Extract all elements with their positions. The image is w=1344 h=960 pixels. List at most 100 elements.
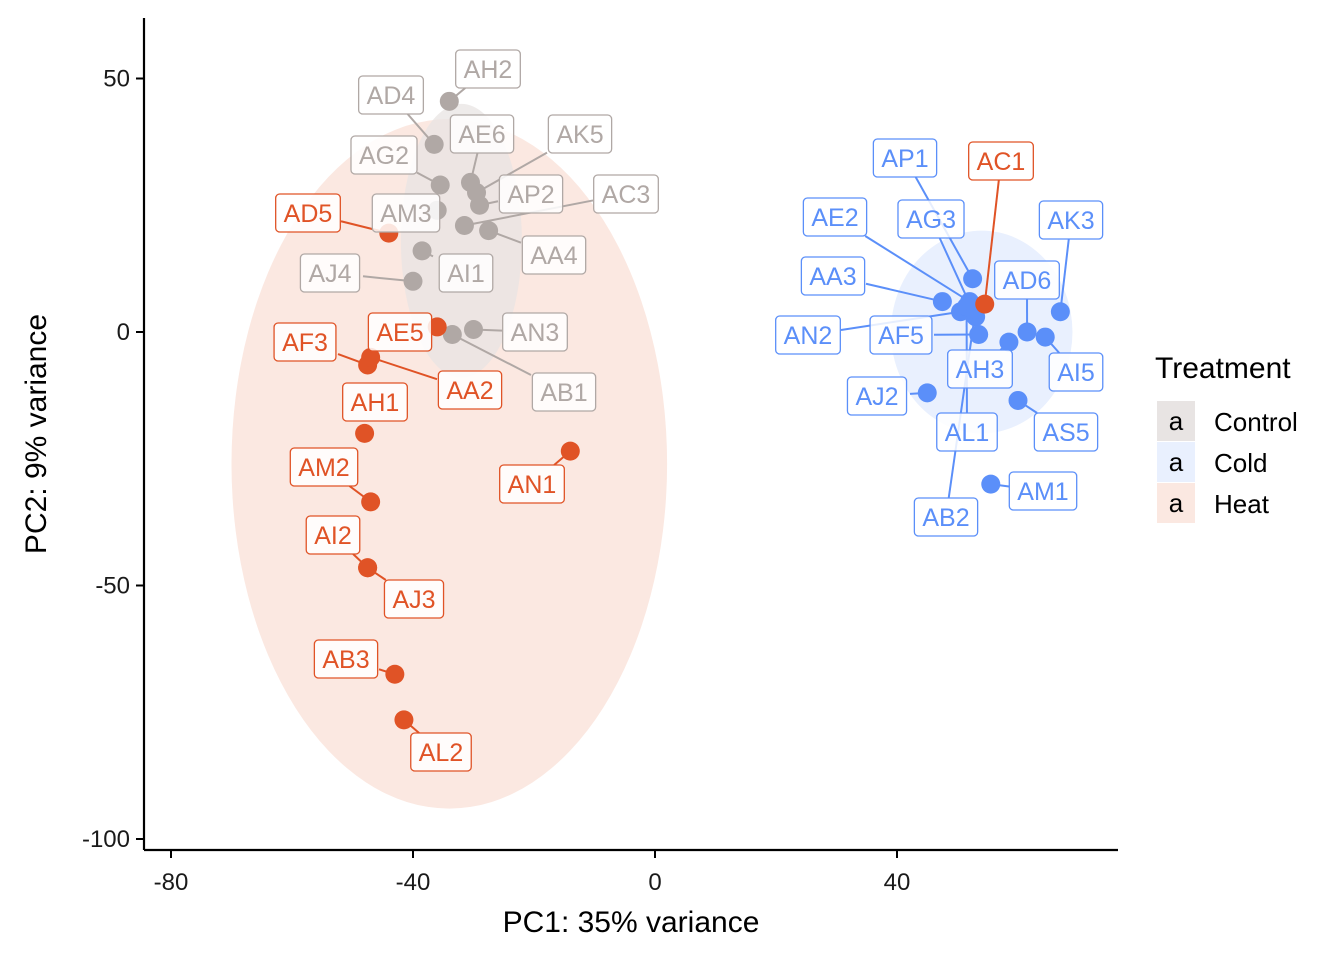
point-label-box [455, 49, 521, 89]
point-label-ap2: AP2 [498, 174, 564, 214]
point-label-text: AD6 [1003, 267, 1052, 295]
ellipse-control [400, 103, 522, 378]
point-label-box [437, 370, 503, 410]
point-label-box [299, 253, 361, 293]
point-label-ag2: AG2 [350, 135, 418, 175]
point-label-box [273, 322, 337, 362]
legend-key-glyph: a [1169, 488, 1184, 518]
x-tick-label: 0 [648, 869, 661, 896]
point-label-text: AG2 [359, 142, 409, 170]
point-label-text: AI5 [1057, 359, 1095, 387]
point-ab3 [385, 664, 405, 684]
point-label-box [289, 447, 359, 487]
point-label-ae2: AE2 [802, 197, 868, 237]
point-label-ac1: AC1 [968, 141, 1034, 181]
point-label-text: AB2 [922, 504, 969, 532]
point-label-text: AD4 [367, 82, 416, 110]
point-aa2 [361, 347, 381, 367]
point-label-box [305, 515, 361, 555]
point-label-box [547, 114, 613, 154]
point-label-text: AJ4 [308, 260, 351, 288]
point-label-ak5: AK5 [547, 114, 613, 154]
point-label-ah2: AH2 [455, 49, 521, 89]
point-ai1 [412, 241, 432, 261]
point-ad4 [424, 134, 444, 154]
point-label-text: AA3 [809, 263, 856, 291]
x-tick-label: -80 [154, 869, 189, 896]
point-label-box [802, 197, 868, 237]
x-tick-label: -40 [396, 869, 431, 896]
point-ag2 [430, 175, 450, 195]
point-label-ab1: AB1 [531, 372, 597, 412]
point-label-text: AI1 [447, 260, 485, 288]
point-af5 [969, 325, 989, 345]
leader-line-ab2 [947, 309, 977, 499]
point-label-text: AM2 [298, 454, 349, 482]
point-label-text: AK5 [556, 121, 603, 149]
point-label-box [936, 412, 998, 452]
point-label-ae6: AE6 [449, 114, 515, 154]
point-label-as5: AS5 [1033, 412, 1099, 452]
legend-label: Heat [1214, 489, 1270, 519]
point-label-text: AE5 [376, 319, 423, 347]
point-label-ai2: AI2 [305, 515, 361, 555]
point-label-box [968, 141, 1034, 181]
point-label-aa3: AA3 [800, 256, 866, 296]
point-label-box [275, 193, 341, 233]
point-label-box [371, 193, 441, 233]
point-label-text: AP2 [507, 181, 554, 209]
point-label-aj4: AJ4 [299, 253, 361, 293]
point-label-ad4: AD4 [357, 75, 425, 115]
point-ah1 [355, 423, 375, 443]
point-label-box [502, 312, 568, 352]
point-label-box [449, 114, 515, 154]
point-label-am2: AM2 [289, 447, 359, 487]
point-label-box [342, 382, 408, 422]
point-label-text: AH3 [956, 356, 1005, 384]
point-an1 [560, 441, 580, 461]
legend-item-heat: a Heat [1157, 483, 1270, 523]
point-label-an2: AN2 [775, 315, 841, 355]
leader-line-ak3 [1059, 238, 1070, 312]
point-aj4 [403, 271, 423, 291]
point-label-box [1008, 471, 1078, 511]
leader-line-ae2 [864, 235, 971, 303]
point-label-text: AI2 [314, 522, 352, 550]
legend-label: Control [1214, 407, 1298, 437]
point-label-box [872, 138, 938, 178]
leader-line-aa3 [865, 282, 943, 303]
point-ak3 [1050, 302, 1070, 322]
legend-item-control: a Control [1157, 401, 1298, 441]
point-am2 [361, 492, 381, 512]
point-label-ad5: AD5 [275, 193, 341, 233]
point-al2 [394, 710, 414, 730]
point-label-text: AN2 [784, 322, 833, 350]
point-label-box [357, 75, 425, 115]
point-label-box [897, 199, 965, 239]
point-label-ai1: AI1 [438, 253, 494, 293]
point-label-text: AH2 [464, 56, 513, 84]
x-tick-label: 40 [884, 869, 911, 896]
point-label-text: AE2 [811, 204, 858, 232]
point-label-box [350, 135, 418, 175]
point-label-ab3: AB3 [313, 639, 379, 679]
point-label-aa2: AA2 [437, 370, 503, 410]
y-tick-label: 0 [117, 319, 130, 346]
point-label-box [775, 315, 841, 355]
point-label-am1: AM1 [1008, 471, 1078, 511]
point-ah3 [999, 332, 1019, 352]
axes [142, 18, 1118, 852]
point-am1 [981, 474, 1001, 494]
point-label-text: AL2 [419, 739, 463, 767]
point-label-text: AD5 [284, 200, 333, 228]
point-label-ab2: AB2 [913, 497, 979, 537]
point-labels: AH2 AD4 AE6 AK5 AG2 AP2 AC3 AM3 AA4 AI1 AJ4 AN3 AB1 A… [273, 49, 1104, 772]
point-label-text: AB1 [540, 379, 587, 407]
point-label-text: AF3 [282, 329, 328, 357]
point-label-box [410, 732, 472, 772]
point-label-box [913, 497, 979, 537]
point-aj3 [358, 558, 378, 578]
